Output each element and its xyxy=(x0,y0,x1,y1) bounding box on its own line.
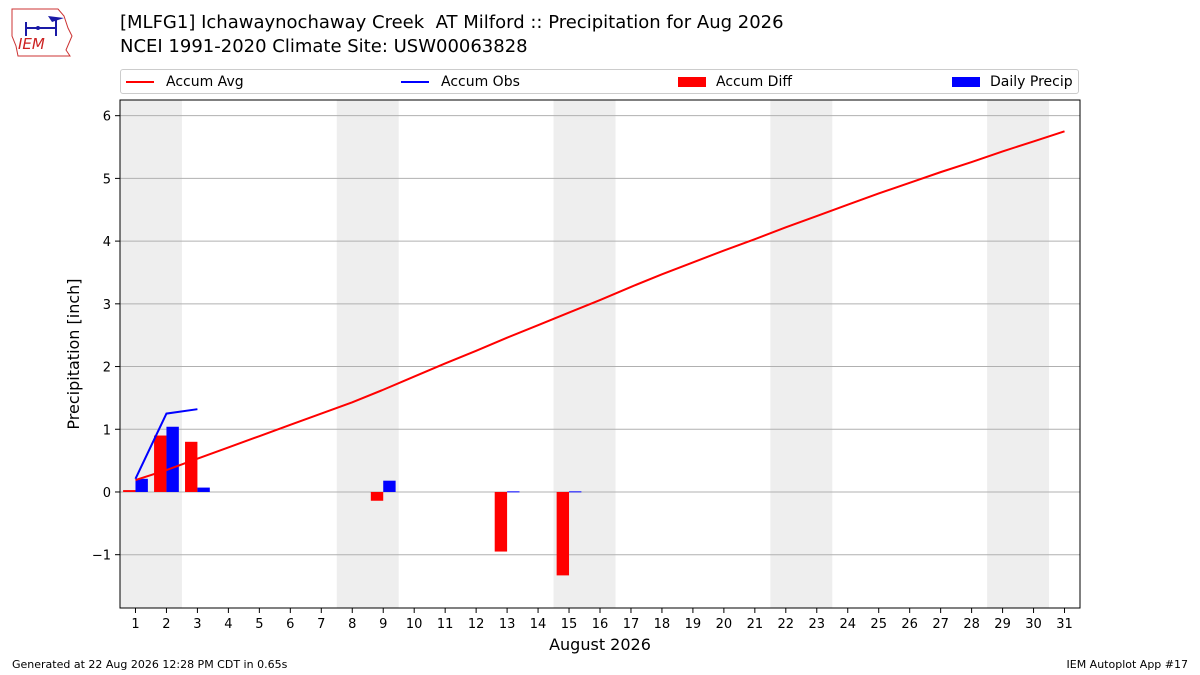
x-tick-label: 26 xyxy=(901,617,918,632)
bar-series xyxy=(123,426,582,576)
x-axis-label: August 2026 xyxy=(549,635,651,654)
x-tick-label: 25 xyxy=(870,617,887,632)
chart-subtitle: NCEI 1991-2020 Climate Site: USW00063828 xyxy=(120,36,528,57)
accum-diff-bar xyxy=(123,490,136,492)
weekend-band xyxy=(336,100,399,608)
logo-text: IEM xyxy=(18,35,45,53)
y-gridlines xyxy=(120,115,1080,556)
legend-label-accum-obs: Accum Obs xyxy=(441,73,520,90)
y-axis-ticks: −1 0 1 2 3 4 5 6 xyxy=(92,110,120,564)
y-tick-label: −1 xyxy=(92,549,111,564)
weekend-band xyxy=(987,100,1050,608)
x-tick-label: 16 xyxy=(592,617,609,632)
x-tick-label: 13 xyxy=(499,617,516,632)
legend-swatch-accum-obs xyxy=(401,80,429,83)
accum-diff-bar xyxy=(494,491,508,552)
x-tick-label: 12 xyxy=(468,617,485,632)
y-tick-label: 1 xyxy=(103,423,111,438)
y-tick-label: 4 xyxy=(103,235,111,250)
x-tick-label: 29 xyxy=(994,617,1011,632)
y-tick-label: 2 xyxy=(103,361,111,376)
x-tick-label: 8 xyxy=(348,617,356,632)
weekend-band xyxy=(770,100,833,608)
x-tick-label: 5 xyxy=(255,617,263,632)
legend-label-daily-precip: Daily Precip xyxy=(990,73,1073,90)
daily-precip-bar xyxy=(166,426,179,492)
x-tick-label: 10 xyxy=(406,617,423,632)
accum-diff-bar xyxy=(185,441,198,492)
daily-precip-bar xyxy=(383,480,396,492)
legend-item-daily-precip: Daily Precip xyxy=(952,70,1073,93)
x-axis-ticks: 1 2 3 4 5 6 7 8 9 10 11 12 13 14 15 16 17 18 19 20 21 22 23 24 2… xyxy=(131,608,1073,632)
line-series xyxy=(134,130,1065,482)
weekend-shading xyxy=(120,100,1050,608)
chart-title: [MLFG1] Ichawaynochaway Creek AT Milford… xyxy=(120,12,784,33)
x-tick-label: 30 xyxy=(1025,617,1042,632)
x-tick-label: 31 xyxy=(1056,617,1073,632)
x-tick-label: 20 xyxy=(716,617,733,632)
daily-precip-bar xyxy=(197,487,210,492)
legend-item-accum-obs: Accum Obs xyxy=(401,70,520,93)
iem-logo: IEM xyxy=(11,8,73,57)
legend-swatch-accum-avg xyxy=(126,80,154,83)
x-tick-label: 21 xyxy=(747,617,764,632)
legend-swatch-daily-precip xyxy=(952,76,980,87)
y-tick-label: 6 xyxy=(103,110,111,125)
y-tick-label: 0 xyxy=(103,486,111,501)
accum-avg-line xyxy=(135,130,1065,482)
x-tick-label: 7 xyxy=(317,617,325,632)
x-tick-label: 23 xyxy=(809,617,826,632)
accum-diff-bar xyxy=(154,435,167,492)
accum-diff-bar xyxy=(370,491,384,501)
weekend-band xyxy=(120,100,182,608)
legend-label-accum-avg: Accum Avg xyxy=(166,73,244,90)
daily-precip-bar xyxy=(135,478,148,492)
y-axis-label: Precipitation [inch] xyxy=(64,278,83,429)
daily-precip-bar xyxy=(569,491,582,493)
accum-diff-bar xyxy=(556,491,570,576)
x-tick-label: 28 xyxy=(963,617,980,632)
legend-label-accum-diff: Accum Diff xyxy=(716,73,793,90)
app-credit: IEM Autoplot App #17 xyxy=(1066,658,1189,671)
x-tick-label: 6 xyxy=(286,617,294,632)
legend-swatch-accum-diff xyxy=(678,76,706,87)
x-tick-label: 14 xyxy=(530,617,547,632)
chart-legend: Accum Avg Accum Obs Accum Diff Daily Pre… xyxy=(120,69,1079,94)
legend-item-accum-diff: Accum Diff xyxy=(678,70,792,93)
y-tick-label: 5 xyxy=(103,172,111,187)
x-tick-label: 11 xyxy=(437,617,454,632)
y-tick-label: 3 xyxy=(103,298,111,313)
x-tick-label: 27 xyxy=(932,617,949,632)
daily-precip-bar xyxy=(507,491,520,493)
x-tick-label: 17 xyxy=(623,617,640,632)
x-tick-label: 22 xyxy=(778,617,795,632)
accum-obs-line xyxy=(134,408,198,480)
generated-note: Generated at 22 Aug 2026 12:28 PM CDT in… xyxy=(12,658,288,671)
legend-item-accum-avg: Accum Avg xyxy=(126,70,244,93)
x-tick-label: 19 xyxy=(685,617,702,632)
x-tick-label: 4 xyxy=(224,617,232,632)
x-tick-label: 24 xyxy=(839,617,856,632)
x-tick-label: 18 xyxy=(654,617,671,632)
x-tick-label: 3 xyxy=(193,617,201,632)
x-tick-label: 2 xyxy=(162,617,170,632)
x-tick-label: 9 xyxy=(379,617,387,632)
x-tick-label: 1 xyxy=(131,617,139,632)
x-tick-label: 15 xyxy=(561,617,578,632)
